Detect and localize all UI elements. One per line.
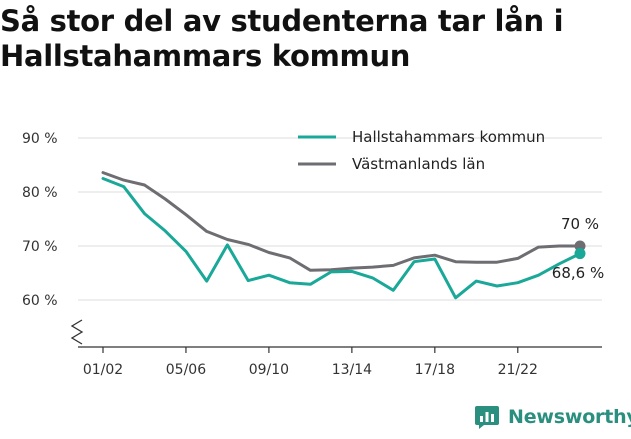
series-lines <box>101 171 586 300</box>
end-labels: 70 % 68,6 % <box>552 215 604 282</box>
x-tick-label: 01/02 <box>83 362 123 378</box>
end-value-label: 70 % <box>561 215 599 233</box>
x-axis: 01/02 05/06 09/10 13/14 17/18 21/22 <box>70 319 602 378</box>
x-tick-label: 21/22 <box>498 362 538 378</box>
legend-label: Västmanlands län <box>352 155 485 173</box>
x-tick-label: 09/10 <box>249 362 289 378</box>
series-line <box>101 177 582 300</box>
x-tick-label: 05/06 <box>166 362 206 378</box>
y-tick-label: 80 % <box>22 185 58 201</box>
series-line <box>101 171 582 272</box>
x-tick-label: 13/14 <box>332 362 372 378</box>
brand-logo: Newsworthy <box>474 404 631 430</box>
axis-break-icon <box>70 319 84 345</box>
series-end-point <box>574 248 586 260</box>
chart-title-line-2: Hallstahammars kommun <box>0 39 411 73</box>
end-value-label: 68,6 % <box>552 264 604 282</box>
chart-title-line-1: Så stor del av studenterna tar lån i <box>0 4 564 38</box>
y-tick-label: 70 % <box>22 239 58 255</box>
brand-name: Newsworthy <box>508 406 631 428</box>
y-tick-label: 90 % <box>22 131 58 147</box>
legend-label: Hallstahammars kommun <box>352 128 545 146</box>
chart-title: Så stor del av studenterna tar lån i Hal… <box>0 4 631 74</box>
gridlines <box>78 137 602 301</box>
y-tick-label: 60 % <box>22 293 58 309</box>
legend: Hallstahammars kommun Västmanlands län <box>298 128 545 173</box>
x-tick-label: 17/18 <box>415 362 455 378</box>
y-axis-ticks: 60 % 70 % 80 % 90 % <box>22 131 58 309</box>
newsworthy-icon <box>475 406 499 429</box>
series-end-point <box>574 240 586 252</box>
